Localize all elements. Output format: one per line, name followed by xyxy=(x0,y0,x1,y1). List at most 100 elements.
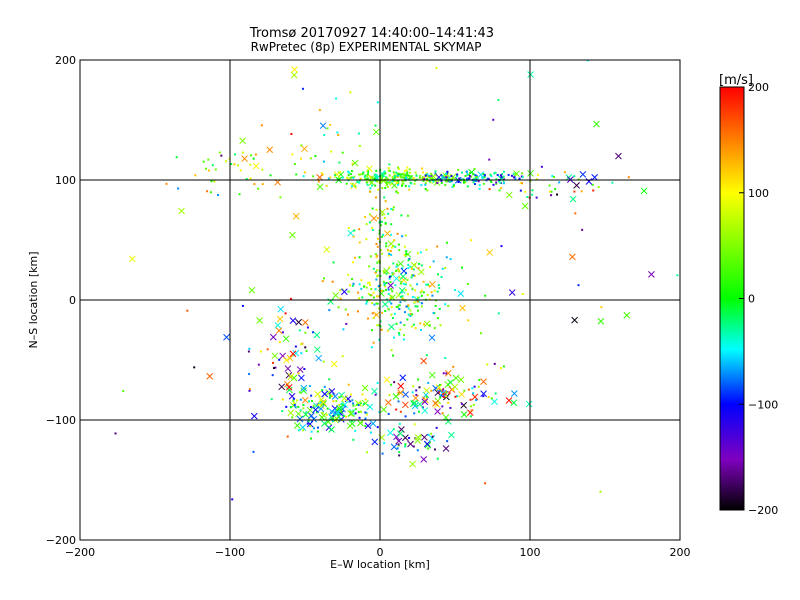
data-point-cross xyxy=(510,390,518,397)
data-point-dot xyxy=(250,154,253,157)
data-point-cross xyxy=(402,434,409,442)
data-point-cross xyxy=(299,423,307,431)
data-point-dot xyxy=(177,187,180,190)
data-point-dot xyxy=(395,171,398,174)
data-point-dot xyxy=(403,334,406,337)
data-point-cross xyxy=(569,195,577,203)
data-point-dot xyxy=(233,163,236,166)
data-point-dot xyxy=(381,452,384,455)
data-point-cross xyxy=(388,323,395,331)
data-point-dot xyxy=(334,174,337,177)
data-point-dot xyxy=(340,406,343,409)
data-point-dot xyxy=(345,322,348,325)
data-point-dot xyxy=(531,193,534,196)
data-point-dot xyxy=(466,173,469,176)
data-point-cross xyxy=(573,182,580,189)
data-point-dot xyxy=(460,171,463,174)
data-point-dot xyxy=(393,179,396,182)
data-point-dot xyxy=(295,399,298,402)
data-point-dot xyxy=(433,289,436,292)
data-point-dot xyxy=(364,411,367,414)
data-point-dot xyxy=(407,178,410,181)
data-point-cross xyxy=(409,460,416,468)
data-point-dot xyxy=(376,426,379,429)
data-point-cross xyxy=(369,420,377,427)
data-point-dot xyxy=(424,174,427,177)
grid-lines xyxy=(80,60,680,540)
data-point-dot xyxy=(175,156,178,159)
data-point-dot xyxy=(469,171,472,174)
data-point-dot xyxy=(611,181,614,184)
data-point-dot xyxy=(323,277,326,280)
data-point-dot xyxy=(211,164,214,167)
data-point-dot xyxy=(358,173,361,176)
data-point-dot xyxy=(233,153,236,156)
data-point-cross xyxy=(428,334,436,342)
data-point-dot xyxy=(467,177,470,180)
data-point-dot xyxy=(410,325,413,328)
data-point-dot xyxy=(311,400,314,403)
data-point-dot xyxy=(213,180,216,183)
data-point-dot xyxy=(388,300,391,303)
data-point-dot xyxy=(469,398,472,401)
data-point-dot xyxy=(577,284,580,287)
data-point-dot xyxy=(375,196,378,199)
data-point-dot xyxy=(398,249,401,252)
data-point-dot xyxy=(404,443,407,446)
data-point-dot xyxy=(486,177,489,180)
data-point-dot xyxy=(358,416,361,419)
data-point-dot xyxy=(340,395,343,398)
data-point-dot xyxy=(420,305,423,308)
data-point-dot xyxy=(376,261,379,264)
data-point-dot xyxy=(371,184,374,187)
data-point-dot xyxy=(378,232,381,235)
data-point-dot xyxy=(496,173,499,176)
data-point-dot xyxy=(391,176,394,179)
data-point-cross xyxy=(416,400,424,408)
data-point-dot xyxy=(707,141,709,143)
data-point-dot xyxy=(354,412,357,415)
data-point-cross xyxy=(250,412,258,420)
data-point-dot xyxy=(257,363,260,366)
data-point-dot xyxy=(429,176,432,179)
data-point-dot xyxy=(535,178,538,181)
data-point-dot xyxy=(248,388,251,391)
data-point-dot xyxy=(379,249,382,252)
data-point-dot xyxy=(320,172,323,175)
data-point-dot xyxy=(389,297,392,300)
data-point-dot xyxy=(375,302,378,305)
data-point-dot xyxy=(432,260,435,263)
data-point-dot xyxy=(230,162,233,165)
data-point-dot xyxy=(476,177,479,180)
data-point-dot xyxy=(397,304,400,307)
data-point-dot xyxy=(400,214,403,217)
data-point-dot xyxy=(424,183,427,186)
data-point-dot xyxy=(409,171,412,174)
data-point-dot xyxy=(407,293,410,296)
data-point-cross xyxy=(361,384,369,392)
data-point-dot xyxy=(386,185,389,188)
data-point-dot xyxy=(385,272,388,275)
data-point-dot xyxy=(331,420,334,423)
data-point-dot xyxy=(396,179,399,182)
data-point-dot xyxy=(352,176,355,179)
data-point-dot xyxy=(370,346,373,349)
data-point-dot xyxy=(405,176,408,179)
data-point-dot xyxy=(444,266,447,269)
data-point-cross xyxy=(498,175,505,183)
data-point-dot xyxy=(421,177,424,180)
data-point-dot xyxy=(337,178,340,181)
data-point-dot xyxy=(309,406,312,409)
data-point-cross xyxy=(347,410,354,417)
data-point-dot xyxy=(381,187,384,190)
data-point-cross xyxy=(341,395,348,402)
data-point-dot xyxy=(338,417,341,420)
data-point-dot xyxy=(445,172,448,175)
data-point-dot xyxy=(290,132,293,135)
data-point-cross xyxy=(380,406,388,413)
data-point-dot xyxy=(321,389,324,392)
data-point-cross xyxy=(306,406,314,414)
data-point-dot xyxy=(510,174,513,177)
data-point-dot xyxy=(442,176,445,179)
data-point-dot xyxy=(375,169,378,172)
